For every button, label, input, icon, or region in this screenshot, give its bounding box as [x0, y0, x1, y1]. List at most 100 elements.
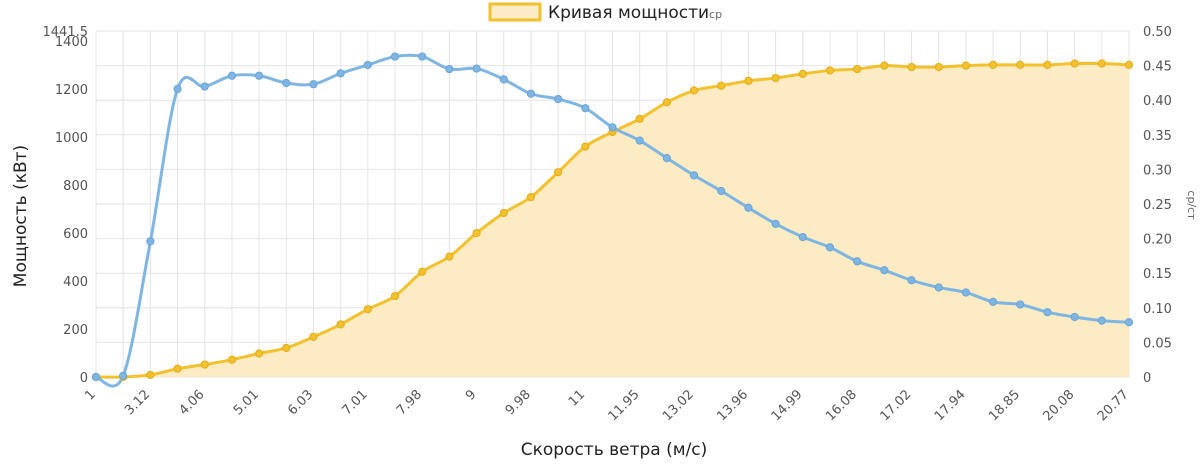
- data-point-series-2[interactable]: [1070, 312, 1079, 322]
- data-point-series-1[interactable]: [744, 76, 753, 85]
- data-point-series-1[interactable]: [472, 228, 481, 238]
- x-axis-tick-label: 3.12: [122, 387, 153, 418]
- x-axis-tick-label: 13.02: [660, 387, 697, 424]
- x-axis-tick-label: 5.01: [231, 387, 262, 418]
- data-point-series-1[interactable]: [390, 291, 400, 301]
- data-point-series-2[interactable]: [119, 371, 128, 380]
- data-point-series-1[interactable]: [907, 62, 916, 72]
- data-point-series-2[interactable]: [363, 60, 372, 70]
- data-point-series-1[interactable]: [798, 69, 807, 79]
- data-point-series-1[interactable]: [499, 208, 508, 218]
- data-point-series-2[interactable]: [988, 297, 998, 306]
- data-point-series-1[interactable]: [363, 305, 372, 314]
- data-point-series-2[interactable]: [880, 266, 889, 275]
- data-point-series-1[interactable]: [200, 360, 209, 369]
- data-point-series-1[interactable]: [635, 114, 644, 123]
- data-point-series-2[interactable]: [526, 89, 536, 98]
- data-point-series-2[interactable]: [934, 283, 943, 292]
- data-point-series-1[interactable]: [336, 320, 345, 329]
- data-point-series-1[interactable]: [961, 61, 970, 70]
- data-point-series-2[interactable]: [336, 69, 345, 78]
- legend-label-suffix[interactable]: ср: [709, 8, 722, 21]
- data-point-series-2[interactable]: [662, 153, 671, 163]
- x-axis-tick-label: 20.77: [1095, 387, 1132, 424]
- data-point-series-2[interactable]: [227, 71, 237, 80]
- x-axis-tick-label: 13.96: [714, 387, 751, 424]
- data-point-series-2[interactable]: [1043, 308, 1052, 317]
- data-point-series-1[interactable]: [988, 60, 998, 70]
- data-point-series-2[interactable]: [825, 243, 835, 252]
- y-axis-right-title: ср/ст: [1185, 190, 1198, 220]
- data-point-series-1[interactable]: [1124, 60, 1134, 70]
- legend[interactable]: Кривая мощностиср: [488, 2, 722, 23]
- y-axis-right-tick-label: 0.20: [1143, 233, 1172, 248]
- data-point-series-2[interactable]: [1097, 316, 1106, 325]
- data-point-series-1[interactable]: [526, 192, 536, 202]
- data-point-series-1[interactable]: [581, 142, 590, 151]
- y-axis-right-tick-label: 0: [1143, 371, 1151, 386]
- data-point-series-1[interactable]: [934, 62, 943, 72]
- data-point-series-1[interactable]: [853, 64, 862, 74]
- data-point-series-1[interactable]: [1016, 60, 1025, 70]
- data-point-series-2[interactable]: [146, 237, 155, 246]
- data-point-series-1[interactable]: [173, 364, 182, 373]
- data-point-series-1[interactable]: [227, 355, 237, 364]
- data-point-series-1[interactable]: [1043, 60, 1052, 70]
- legend-label-main[interactable]: Кривая мощности: [548, 3, 709, 23]
- data-point-series-2[interactable]: [907, 276, 916, 285]
- series-line-2: [95, 53, 1130, 388]
- y-axis-right-tick-label: 0.25: [1143, 198, 1172, 213]
- data-point-series-1[interactable]: [1097, 59, 1106, 68]
- data-point-series-1[interactable]: [689, 86, 699, 95]
- data-point-series-1[interactable]: [662, 98, 671, 107]
- legend-swatch[interactable]: [488, 2, 542, 22]
- legend-label[interactable]: Кривая мощностиср: [548, 3, 722, 23]
- data-point-series-1[interactable]: [1070, 59, 1079, 68]
- data-point-series-2[interactable]: [608, 123, 617, 132]
- data-point-series-1[interactable]: [146, 370, 155, 380]
- data-point-series-2[interactable]: [581, 104, 590, 113]
- data-point-series-1[interactable]: [445, 252, 454, 261]
- data-point-series-2[interactable]: [1124, 318, 1134, 327]
- data-point-series-2[interactable]: [961, 288, 970, 297]
- y-axis-right-tick-label: 0.05: [1143, 336, 1172, 351]
- data-point-series-2[interactable]: [309, 80, 318, 89]
- data-point-series-2[interactable]: [173, 84, 182, 94]
- data-point-series-2[interactable]: [499, 75, 508, 84]
- data-point-series-2[interactable]: [1016, 300, 1025, 309]
- data-point-series-2[interactable]: [689, 171, 699, 180]
- data-point-series-1[interactable]: [255, 349, 264, 358]
- data-point-series-1[interactable]: [554, 168, 563, 177]
- data-point-series-2[interactable]: [771, 219, 780, 228]
- data-point-series-2[interactable]: [717, 186, 726, 196]
- y-axis-right-tick-label: 0.10: [1143, 302, 1172, 317]
- data-point-series-2[interactable]: [91, 372, 101, 382]
- data-point-series-2[interactable]: [744, 203, 753, 212]
- data-point-series-1[interactable]: [418, 267, 427, 276]
- data-point-series-2[interactable]: [445, 64, 454, 74]
- data-point-series-2[interactable]: [255, 71, 264, 80]
- data-point-series-2[interactable]: [554, 94, 563, 104]
- data-point-series-2[interactable]: [798, 232, 807, 242]
- data-point-series-2[interactable]: [200, 82, 209, 91]
- data-point-series-2[interactable]: [418, 52, 427, 61]
- x-axis-tick-label: 9.98: [503, 387, 534, 418]
- y-axis-left-tick-label: 1200: [55, 83, 88, 98]
- y-axis-left-tick-label: 800: [63, 179, 88, 194]
- data-point-series-2[interactable]: [635, 136, 644, 145]
- data-point-series-1[interactable]: [282, 343, 291, 353]
- data-point-series-1[interactable]: [880, 61, 889, 70]
- data-point-series-1[interactable]: [309, 332, 318, 341]
- x-axis-tick-label: 9: [463, 387, 479, 403]
- data-point-series-1[interactable]: [825, 66, 835, 75]
- y-axis-right-tick-label: 0.35: [1143, 129, 1172, 144]
- data-point-series-1[interactable]: [717, 81, 726, 90]
- data-point-series-1[interactable]: [771, 73, 780, 83]
- x-axis-tick-label: 16.08: [823, 387, 860, 424]
- x-axis-tick-label: 1: [82, 387, 98, 403]
- data-point-series-2[interactable]: [472, 64, 481, 73]
- data-point-series-2[interactable]: [853, 257, 862, 266]
- data-point-series-2[interactable]: [390, 52, 400, 61]
- data-point-series-2[interactable]: [282, 78, 291, 88]
